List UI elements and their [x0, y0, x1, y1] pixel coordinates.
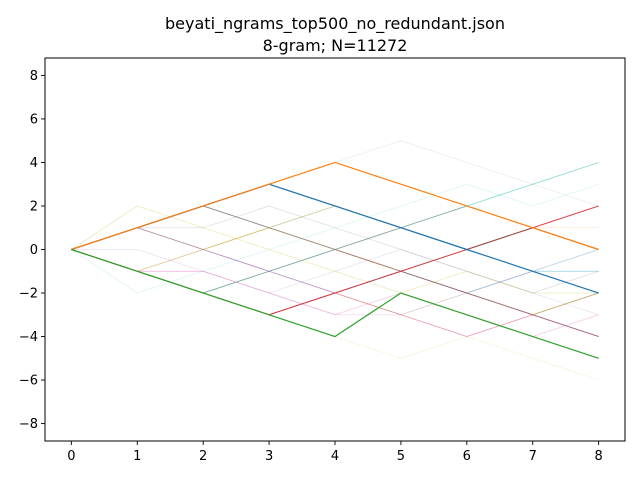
y-tick-label: 6: [30, 112, 38, 127]
x-tick-label: 7: [529, 449, 537, 464]
series-layer: [71, 140, 599, 381]
x-tick-label: 5: [397, 449, 405, 464]
x-tick-label: 6: [463, 449, 471, 464]
series-line-18: [71, 249, 599, 337]
x-tick-label: 0: [67, 449, 75, 464]
x-tick-label: 4: [331, 449, 339, 464]
chart-title: beyati_ngrams_top500_no_redundant.json: [165, 14, 505, 34]
y-tick-label: 0: [30, 243, 38, 258]
x-tick-label: 2: [199, 449, 207, 464]
series-line-27: [71, 249, 599, 316]
series-line-2: [71, 161, 599, 251]
y-tick-label: 8: [30, 69, 38, 84]
series-line-20: [71, 205, 599, 294]
y-tick-label: −4: [19, 330, 38, 345]
x-tick-label: 1: [133, 449, 141, 464]
y-tick-label: −8: [19, 417, 38, 432]
series-line-19: [71, 205, 599, 294]
y-tick-label: −2: [19, 287, 38, 302]
chart-subtitle: 8-gram; N=11272: [263, 36, 408, 55]
series-line-3: [71, 248, 599, 359]
axes-layer: 0 1 2 3 4 5 6 7 8 −8 −6 −4 −2 0 2 4 6 8: [19, 57, 626, 464]
x-tick-label: 3: [265, 449, 273, 464]
y-tick-label: 2: [30, 199, 38, 214]
series-line-26: [71, 183, 599, 294]
x-tick-label: 8: [594, 449, 602, 464]
y-tick-label: −6: [19, 374, 38, 389]
y-tick-label: 4: [30, 156, 38, 171]
